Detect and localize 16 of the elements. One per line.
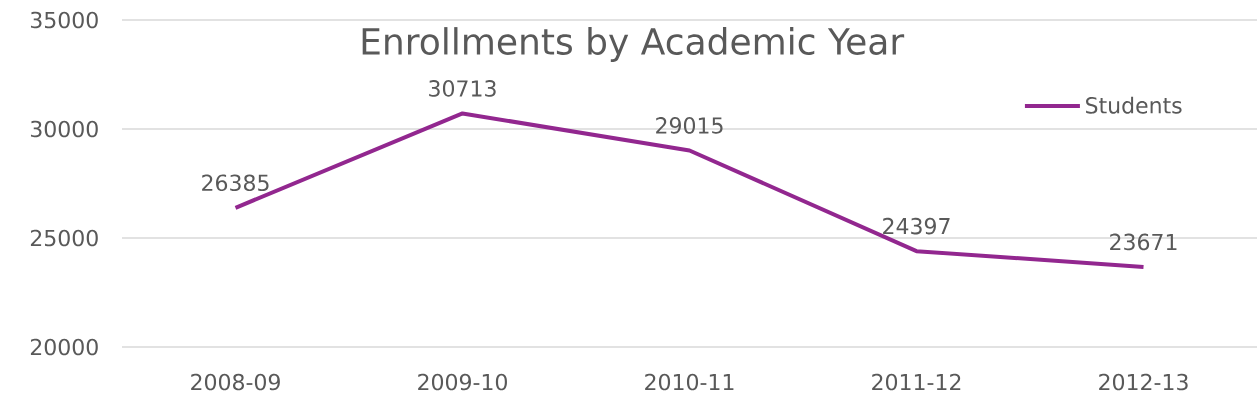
y-tick-label: 35000 <box>30 11 98 29</box>
x-tick-label: 2009-10 <box>418 373 507 391</box>
y-tick-label: 20000 <box>30 338 98 356</box>
y-tick-label: 25000 <box>30 229 98 247</box>
x-tick-label: 2010-11 <box>645 373 734 391</box>
x-tick-label: 2011-12 <box>872 373 961 391</box>
x-tick-label: 2008-09 <box>191 373 280 391</box>
legend-label: Students <box>1086 96 1182 114</box>
x-tick-label: 2012-13 <box>1099 373 1188 391</box>
data-label: 29015 <box>656 117 723 134</box>
data-label: 23671 <box>1110 233 1177 251</box>
y-tick-label: 30000 <box>30 120 98 138</box>
data-label: 26385 <box>202 174 269 192</box>
chart-title: Enrollments by Academic Year <box>362 27 905 62</box>
data-label: 30713 <box>429 80 496 97</box>
data-label: 24397 <box>883 217 950 235</box>
